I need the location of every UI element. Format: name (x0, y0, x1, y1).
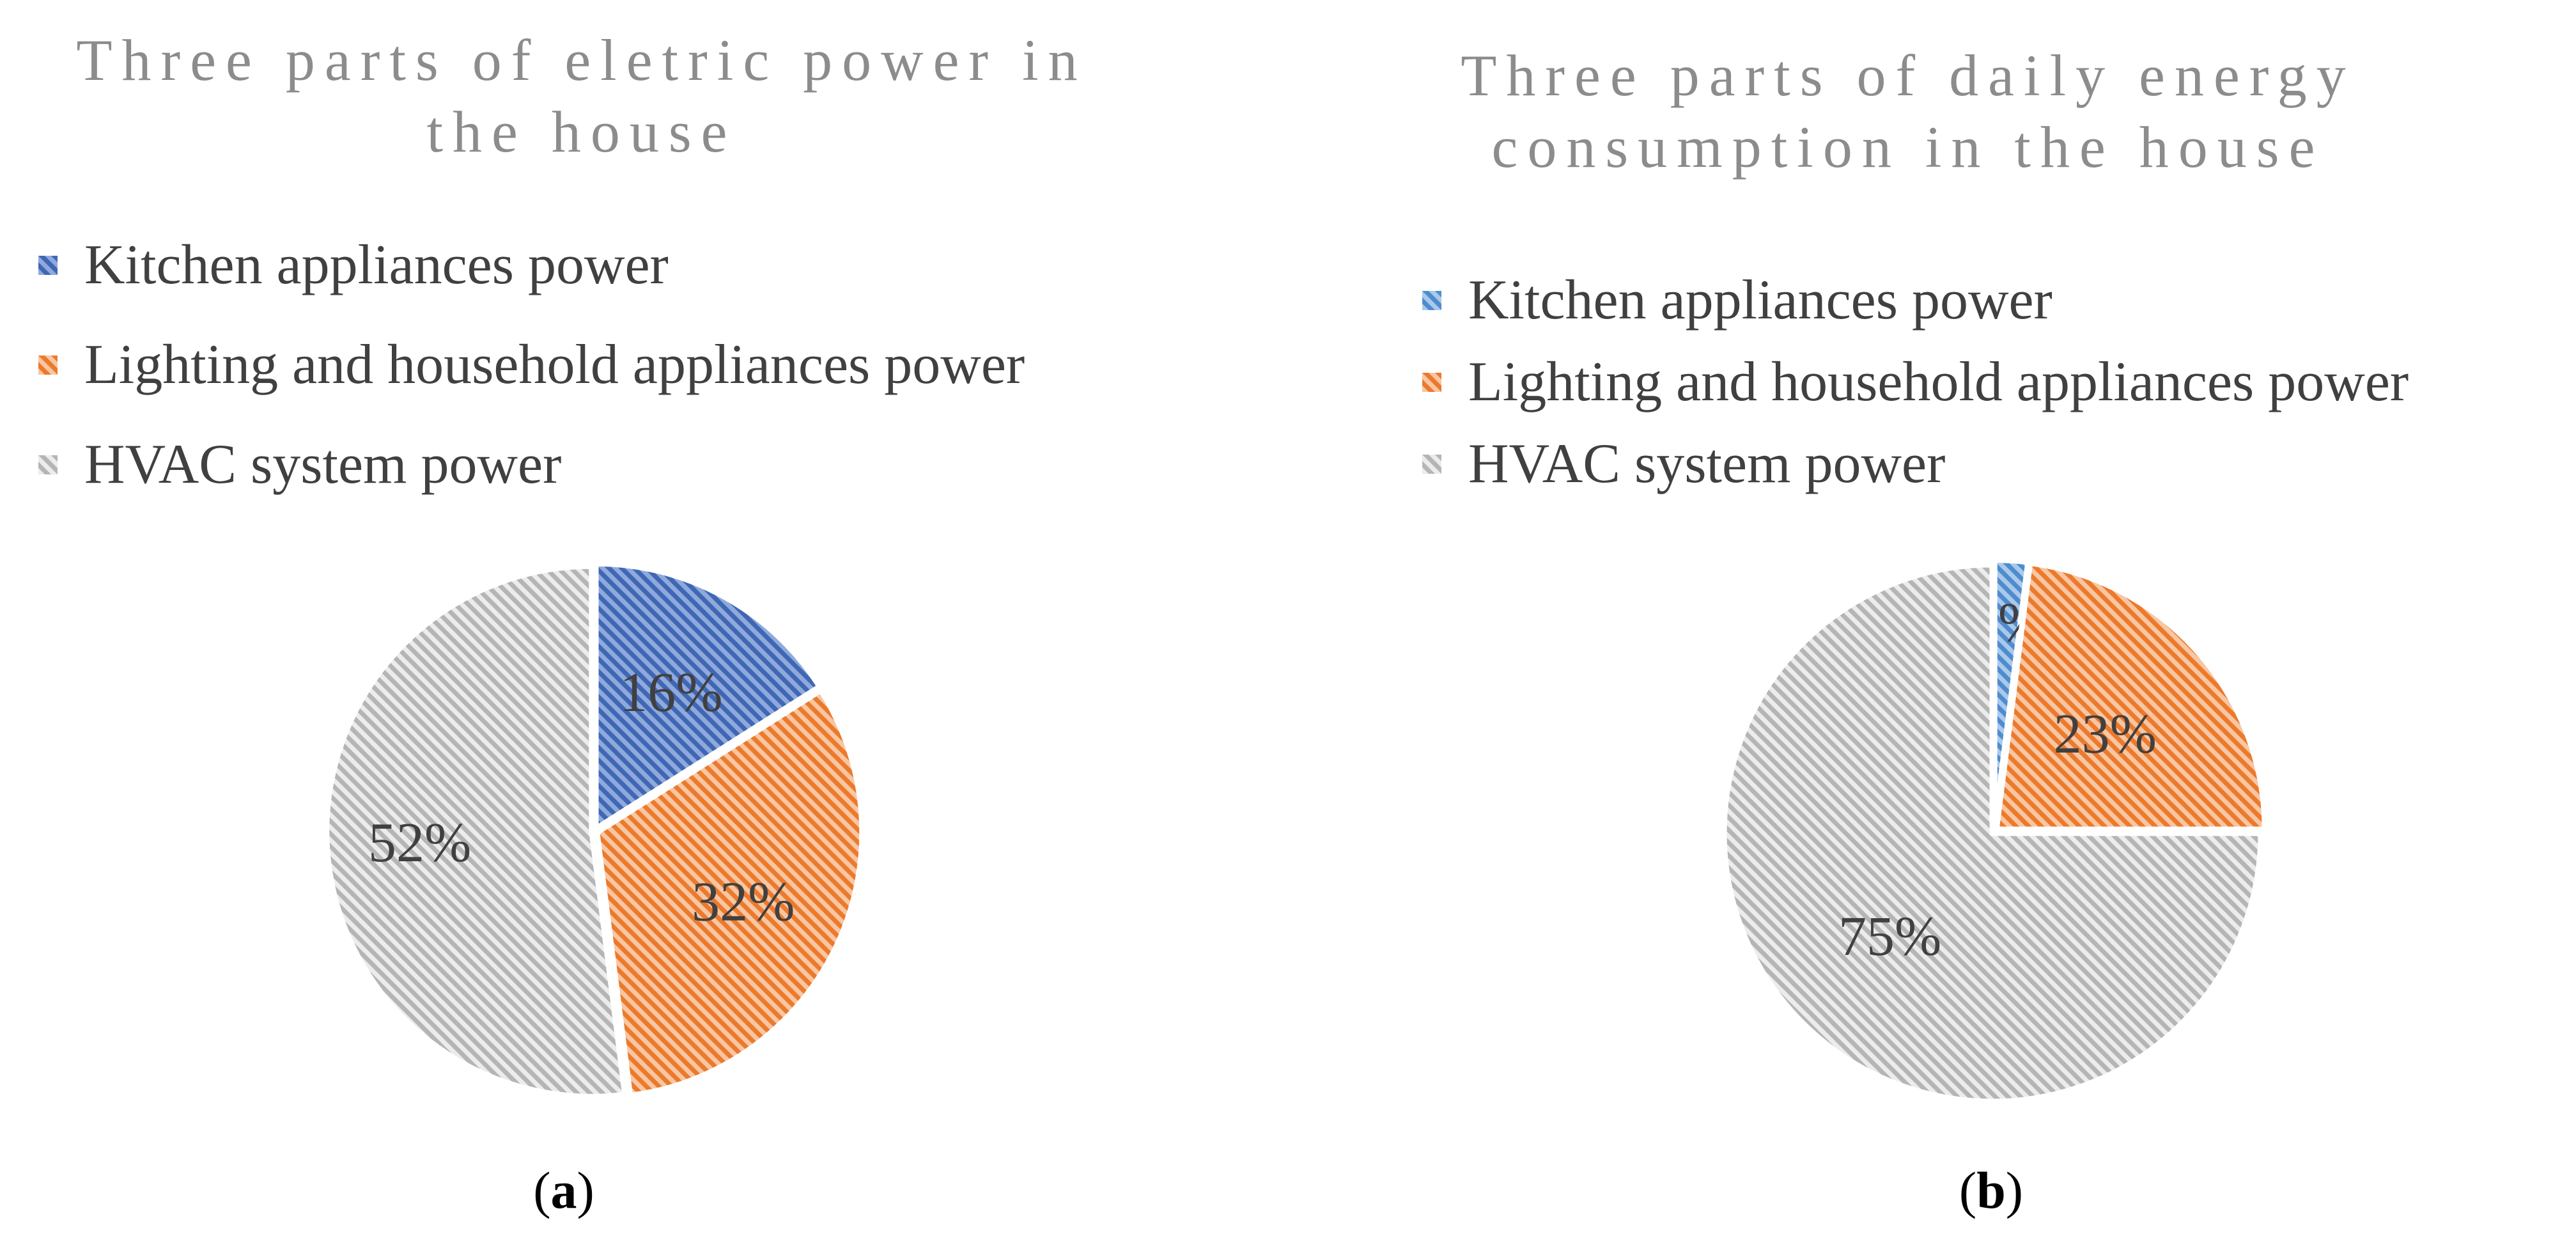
legend-label: Kitchen appliances power (84, 234, 669, 296)
chart-panel-b: Three parts of daily energy consumption … (1288, 0, 2576, 1250)
subfigure-label-b: (b) (1959, 1161, 2024, 1219)
chart-title: Three parts of eletric power in the hous… (76, 27, 1087, 164)
pie-chart-b: 2%23%75% (1721, 557, 2268, 1105)
data-label-lighting: 32% (692, 871, 795, 934)
data-label-lighting: 23% (2054, 703, 2157, 765)
legend-swatch-kitchen (38, 256, 58, 275)
subfigure-letter: b (1976, 1161, 2006, 1219)
chart-panel-a: Three parts of eletric power in the hous… (38, 27, 1087, 1219)
data-label-kitchen: 16% (619, 662, 722, 724)
legend-label: Lighting and household appliances power (84, 334, 1025, 396)
legend-label: Kitchen appliances power (1468, 269, 2052, 331)
legend-swatch-kitchen (1422, 291, 1441, 310)
data-label-hvac: 75% (1838, 905, 1941, 967)
legend-swatch-hvac (1422, 455, 1441, 474)
subfigure-label-a: (a) (533, 1161, 594, 1219)
slice-lighting (594, 687, 865, 1099)
legend-swatch-lighting (1422, 373, 1441, 392)
pie-chart-a: 16% 32% 52% (323, 560, 865, 1100)
slice-kitchen (593, 560, 823, 832)
data-label-hvac: 52% (368, 812, 471, 874)
slice-hvac (1721, 561, 2264, 1105)
legend-swatch-hvac (38, 455, 58, 474)
slice-lighting (1993, 560, 2268, 832)
legend-swatch-lighting (38, 355, 58, 375)
legend-label: HVAC system power (84, 434, 562, 496)
subfigure-letter: a (550, 1161, 577, 1219)
chart-title: Three parts of daily energy consumption … (1461, 43, 2355, 180)
legend-label: HVAC system power (1468, 433, 1946, 495)
legend-label: Lighting and household appliances power (1468, 351, 2409, 413)
slice-hvac (323, 563, 628, 1100)
